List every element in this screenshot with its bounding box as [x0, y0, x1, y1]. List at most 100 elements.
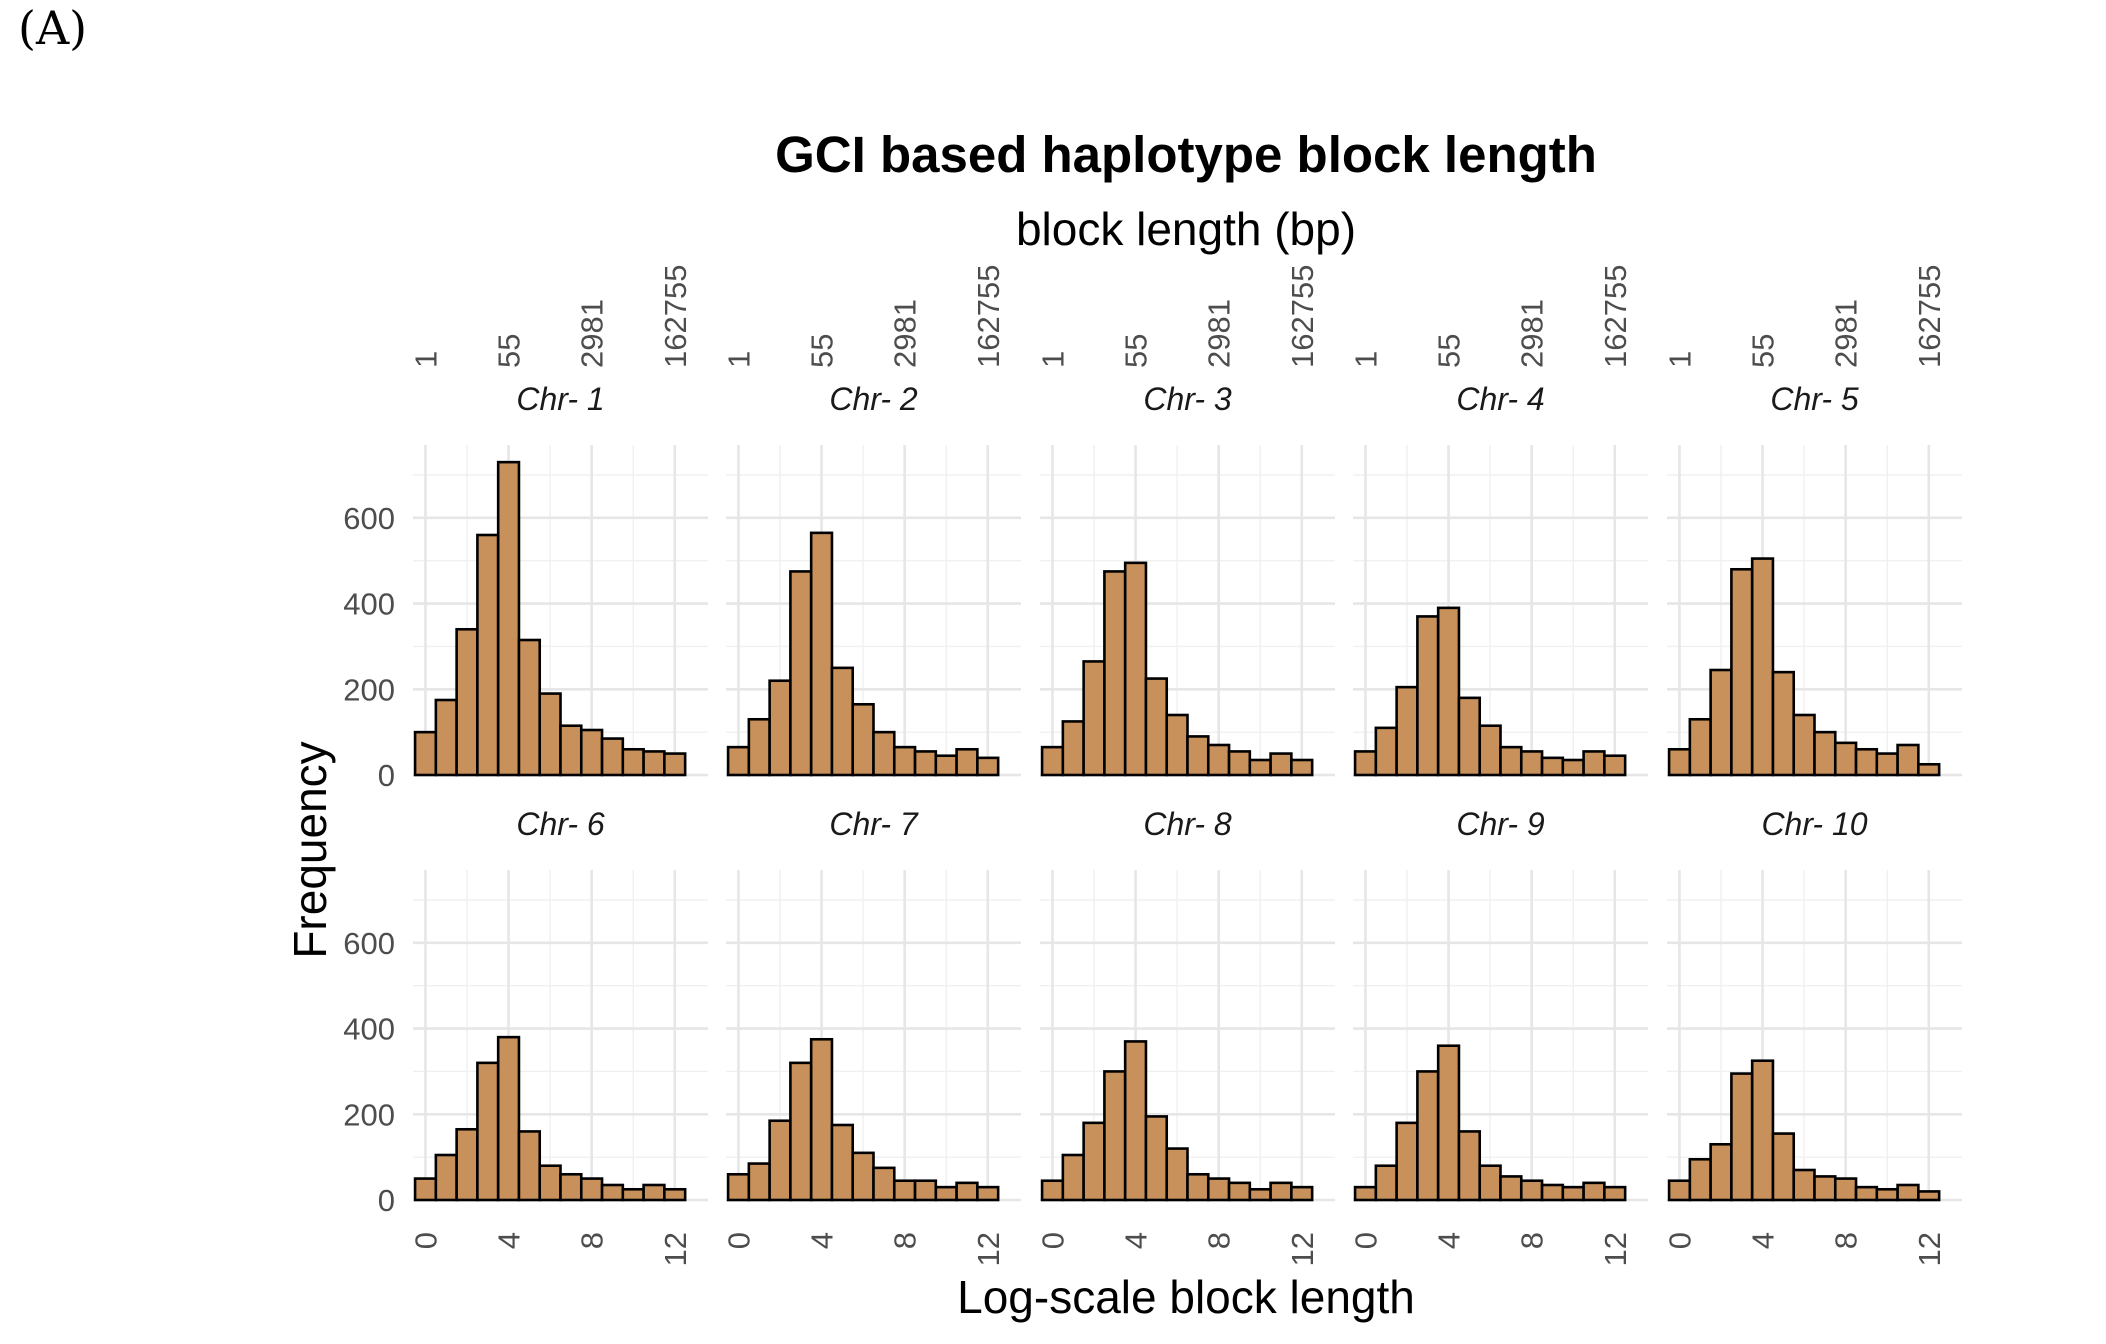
x-tick-label: 4 [1432, 1232, 1467, 1249]
secondary-x-tick-label: 162755 [1285, 265, 1320, 368]
histogram-bar [1875, 1187, 1899, 1202]
histogram-bar [1103, 570, 1127, 777]
histogram-bar [1436, 1044, 1461, 1202]
histogram-bar [1144, 677, 1169, 777]
histogram-bar [1603, 754, 1627, 777]
histogram-bar [1248, 758, 1272, 777]
y-tick-label: 600 [343, 926, 395, 961]
histogram-bar [1499, 745, 1523, 777]
histogram-bar [955, 747, 979, 777]
x-tick-label: 4 [1119, 1232, 1154, 1249]
facet-strip-label: Chr- 6 [516, 806, 605, 842]
facet-panel-2: Chr- 2 1 55 2981 162755 [721, 265, 1021, 777]
histogram-bar [830, 666, 855, 777]
y-tick-label: 600 [343, 501, 395, 536]
histogram-bar [1040, 1179, 1065, 1202]
histogram-bar [413, 1177, 438, 1202]
histogram-bar [621, 1187, 645, 1202]
histogram-bar [1896, 743, 1920, 777]
histogram-bar [1082, 1121, 1106, 1202]
histogram-bar [1457, 1130, 1482, 1202]
histogram-bar [1040, 745, 1065, 777]
histogram-bar [809, 531, 834, 777]
x-tick-label: 8 [1202, 1232, 1237, 1249]
histogram-bar [1353, 1185, 1378, 1202]
x-tick-label: 0 [721, 1232, 756, 1249]
histogram-bar [976, 1185, 1000, 1202]
secondary-x-axis-title: block length (bp) [1016, 203, 1356, 255]
histogram-bar [1499, 1175, 1523, 1202]
histogram-bar [726, 1172, 751, 1202]
secondary-x-tick-label: 2981 [888, 299, 923, 368]
histogram-bar [579, 1177, 604, 1202]
x-tick-label: 0 [1662, 1232, 1697, 1249]
y-tick-label: 200 [343, 1097, 395, 1132]
histogram-bar [1561, 1185, 1585, 1202]
histogram-bar [1165, 713, 1189, 777]
secondary-x-tick-label: 162755 [658, 265, 693, 368]
histogram-bar [496, 460, 521, 777]
histogram-bar [559, 1172, 583, 1202]
histogram-bar [851, 702, 875, 777]
secondary-x-tick-label: 2981 [1515, 299, 1550, 368]
x-tick-label: 8 [1829, 1232, 1864, 1249]
histogram-bar [1061, 1153, 1085, 1202]
histogram-bar [1709, 1142, 1733, 1202]
secondary-x-tick-label: 1 [721, 351, 756, 368]
histogram-bar [1540, 756, 1565, 777]
histogram-bar [1792, 713, 1816, 777]
secondary-x-tick-label: 55 [1119, 334, 1154, 368]
x-tick-label: 8 [1515, 1232, 1550, 1249]
histogram-bar [476, 533, 500, 777]
facet-strip-label: Chr- 8 [1143, 806, 1232, 842]
y-axis-title: Frequency [284, 741, 336, 958]
histogram-bar [663, 752, 687, 777]
histogram-bar [1416, 1070, 1440, 1202]
histogram-bar [1582, 1181, 1606, 1202]
histogram-bar [455, 627, 479, 777]
histogram-bar [934, 754, 958, 777]
histogram-bar [1730, 1072, 1754, 1202]
histogram-bar [1561, 758, 1585, 777]
secondary-x-tick-label: 162755 [1912, 265, 1947, 368]
y-tick-label: 400 [343, 587, 395, 622]
facet-panel-5: Chr- 5 1 55 2981 162755 [1662, 265, 1962, 777]
x-tick-label: 12 [1285, 1232, 1320, 1266]
histogram-bar [559, 724, 583, 777]
y-tick-label: 0 [378, 1183, 395, 1218]
histogram-bar [1875, 752, 1899, 777]
histogram-bar [642, 1183, 666, 1202]
histogram-bar [1165, 1147, 1189, 1202]
histogram-bar [1519, 750, 1544, 777]
facet-panel-9: Chr- 9 0 4 8 12 [1348, 806, 1648, 1266]
histogram-bar [1374, 726, 1398, 777]
histogram-bar [1917, 762, 1941, 777]
histogram-bar [892, 745, 917, 777]
secondary-x-tick-label: 55 [805, 334, 840, 368]
histogram-bar [579, 728, 604, 777]
panel-label: (A) [18, 1, 87, 55]
histogram-bar [1248, 1187, 1272, 1202]
histogram-bar [1603, 1185, 1627, 1202]
facet-panel-8: Chr- 8 0 4 8 12 [1035, 806, 1335, 1266]
histogram-bar [1730, 567, 1754, 777]
histogram-bar [1792, 1168, 1816, 1202]
histogram-bar [1771, 1132, 1796, 1202]
histogram-bar [1103, 1070, 1127, 1202]
histogram-bar [1833, 1177, 1858, 1202]
secondary-x-tick-label: 162755 [971, 265, 1006, 368]
chart-title: GCI based haplotype block length [775, 126, 1597, 183]
facet-strip-label: Chr- 9 [1456, 806, 1545, 842]
histogram-bar [1750, 557, 1775, 777]
histogram-bar [789, 1061, 813, 1202]
x-tick-label: 0 [1035, 1232, 1070, 1249]
x-tick-label: 4 [1746, 1232, 1781, 1249]
x-tick-label: 12 [971, 1232, 1006, 1266]
histogram-bar [1227, 750, 1252, 777]
histogram-bar [1395, 1121, 1419, 1202]
secondary-x-tick-label: 162755 [1598, 265, 1633, 368]
histogram-bar [1436, 606, 1461, 777]
facet-strip-label: Chr- 1 [516, 381, 604, 417]
